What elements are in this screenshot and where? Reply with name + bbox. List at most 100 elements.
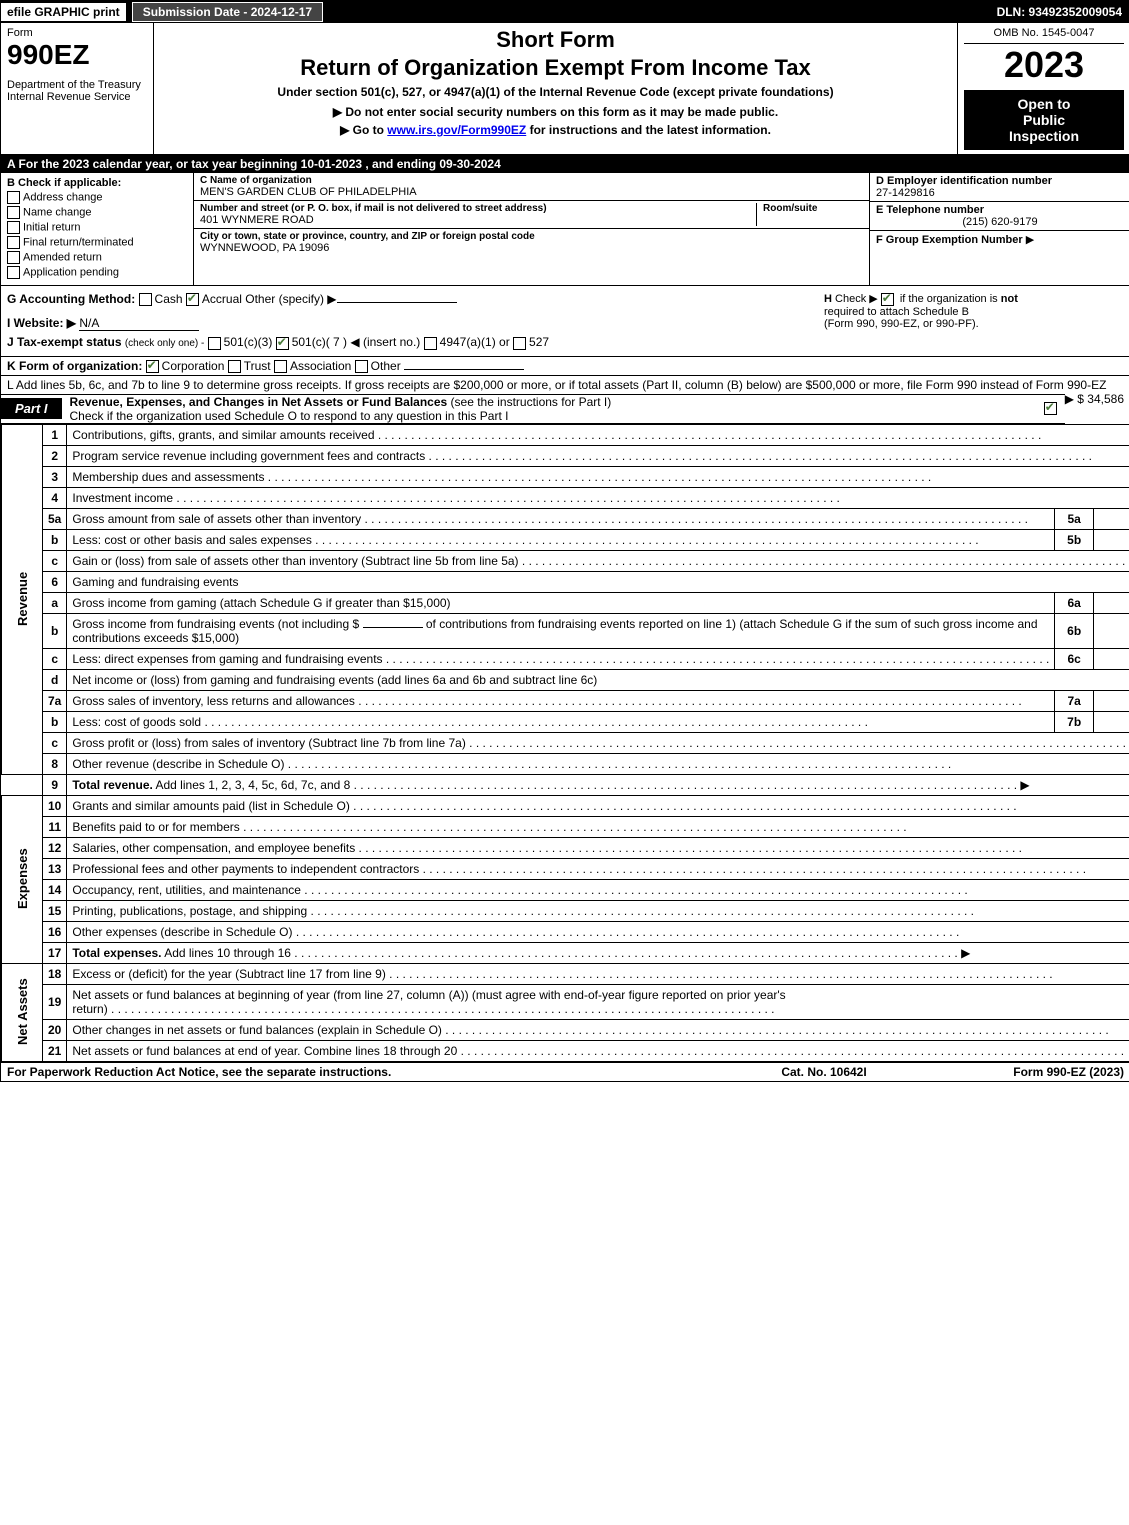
- l20-num: 20: [43, 1019, 67, 1040]
- g-accrual: Accrual: [202, 292, 242, 306]
- l7a-desc: Gross sales of inventory, less returns a…: [72, 694, 1021, 708]
- check-assoc[interactable]: [274, 360, 287, 373]
- check-application-pending[interactable]: [7, 266, 20, 279]
- l7b-subamt: 0: [1093, 711, 1129, 732]
- k-corp: Corporation: [162, 359, 225, 373]
- short-form-title: Short Form: [164, 27, 947, 53]
- c-label: C Name of organization: [200, 175, 863, 186]
- l19-num: 19: [43, 984, 67, 1019]
- k-other-line: [404, 369, 524, 370]
- room-label: Room/suite: [763, 203, 863, 214]
- section-d-e-f: D Employer identification number 27-1429…: [870, 173, 1129, 285]
- l6a-subamt: [1093, 592, 1129, 613]
- k-trust: Trust: [244, 359, 271, 373]
- check-4947[interactable]: [424, 337, 437, 350]
- l5c-desc: Gain or (loss) from sale of assets other…: [72, 554, 1129, 568]
- check-501c3[interactable]: [208, 337, 221, 350]
- form-page: efile GRAPHIC print Submission Date - 20…: [0, 0, 1129, 1082]
- note2-pre: ▶ Go to: [340, 123, 387, 137]
- g-cash: Cash: [155, 292, 183, 306]
- l6b-num: b: [43, 613, 67, 648]
- check-cash[interactable]: [139, 293, 152, 306]
- l18-desc: Excess or (deficit) for the year (Subtra…: [72, 967, 1052, 981]
- open1: Open to: [968, 96, 1120, 112]
- check-h[interactable]: [881, 293, 894, 306]
- check-final-return[interactable]: [7, 236, 20, 249]
- l5c-num: c: [43, 550, 67, 571]
- l5b-desc: Less: cost or other basis and sales expe…: [72, 533, 978, 547]
- check-schedule-o[interactable]: [1044, 402, 1057, 415]
- row-a-tax-year: A For the 2023 calendar year, or tax yea…: [1, 155, 1129, 173]
- l16-num: 16: [43, 921, 67, 942]
- l5a-desc: Gross amount from sale of assets other t…: [72, 512, 1028, 526]
- check-name-change[interactable]: [7, 206, 20, 219]
- check-501c[interactable]: [276, 337, 289, 350]
- open3: Inspection: [968, 128, 1120, 144]
- revenue-table: Revenue 1 Contributions, gifts, grants, …: [1, 424, 1129, 1062]
- l21-num: 21: [43, 1040, 67, 1061]
- irs-link[interactable]: www.irs.gov/Form990EZ: [387, 123, 526, 137]
- l9-num: 9: [43, 774, 67, 795]
- l14-desc: Occupancy, rent, utilities, and maintena…: [72, 883, 967, 897]
- e-label: E Telephone number: [876, 204, 1124, 216]
- g-label: G Accounting Method:: [7, 292, 135, 306]
- section-ghij: G Accounting Method: Cash Accrual Other …: [1, 286, 1129, 357]
- l6c-desc: Less: direct expenses from gaming and fu…: [72, 652, 1049, 666]
- row-k: K Form of organization: Corporation Trus…: [1, 357, 1129, 376]
- l6b-subamt: 0: [1093, 613, 1129, 648]
- street-address: 401 WYNMERE ROAD: [200, 214, 756, 226]
- l4-desc: Investment income: [72, 491, 840, 505]
- l16-desc: Other expenses (describe in Schedule O): [72, 925, 959, 939]
- l17-desc: Total expenses.: [72, 946, 161, 960]
- street-label: Number and street (or P. O. box, if mail…: [200, 203, 756, 214]
- l5b-subamt: 0: [1093, 529, 1129, 550]
- j-4947: 4947(a)(1) or: [440, 335, 510, 349]
- part1-checknote: Check if the organization used Schedule …: [70, 409, 509, 423]
- row-i: I Website: ▶ N/A: [7, 316, 824, 331]
- website-value: N/A: [79, 316, 199, 331]
- l5a-sub: 5a: [1055, 508, 1094, 529]
- note2-post: for instructions and the latest informat…: [526, 123, 771, 137]
- row-l: L Add lines 5b, 6c, and 7b to line 9 to …: [1, 376, 1129, 394]
- l3-desc: Membership dues and assessments: [72, 470, 931, 484]
- l15-desc: Printing, publications, postage, and shi…: [72, 904, 974, 918]
- footer-cat: Cat. No. 10642I: [724, 1065, 924, 1079]
- l3-num: 3: [43, 466, 67, 487]
- l1-desc: Contributions, gifts, grants, and simila…: [72, 428, 1041, 442]
- check-527[interactable]: [513, 337, 526, 350]
- check-corp[interactable]: [146, 360, 159, 373]
- l6a-desc: Gross income from gaming (attach Schedul…: [67, 592, 1055, 613]
- l19-desc: Net assets or fund balances at beginning…: [72, 988, 785, 1016]
- expenses-section-label: Expenses: [2, 795, 43, 963]
- l9-desc2: Add lines 1, 2, 3, 4, 5c, 6d, 7c, and 8: [156, 778, 1018, 792]
- l6-num: 6: [43, 571, 67, 592]
- h-text2: if the organization is: [900, 293, 998, 305]
- check-trust[interactable]: [228, 360, 241, 373]
- k-assoc: Association: [290, 359, 351, 373]
- l8-num: 8: [43, 753, 67, 774]
- check-address-change[interactable]: [7, 191, 20, 204]
- irs-label: Internal Revenue Service: [7, 91, 147, 103]
- top-bar: efile GRAPHIC print Submission Date - 20…: [1, 1, 1129, 23]
- l7b-num: b: [43, 711, 67, 732]
- l6b-sub: 6b: [1055, 613, 1094, 648]
- opt-address-change: Address change: [23, 191, 103, 203]
- j-501c3: 501(c)(3): [224, 335, 273, 349]
- l5a-subamt: [1093, 508, 1129, 529]
- h-text4: (Form 990, 990-EZ, or 990-PF).: [824, 318, 979, 330]
- l8-desc: Other revenue (describe in Schedule O): [72, 757, 951, 771]
- row-g: G Accounting Method: Cash Accrual Other …: [7, 292, 824, 306]
- l7b-desc: Less: cost of goods sold: [72, 715, 868, 729]
- check-initial-return[interactable]: [7, 221, 20, 234]
- f-label: F Group Exemption Number: [876, 234, 1023, 246]
- part1-title-note: (see the instructions for Part I): [451, 395, 612, 409]
- check-amended-return[interactable]: [7, 251, 20, 264]
- form-header: Form 990EZ Department of the Treasury In…: [1, 23, 1129, 155]
- l-amount: 34,586: [1087, 392, 1124, 406]
- check-other[interactable]: [355, 360, 368, 373]
- row-h: H Check ▶ if the organization is not req…: [824, 292, 1124, 350]
- l6b-desc-cell: Gross income from fundraising events (no…: [67, 613, 1055, 648]
- l21-desc: Net assets or fund balances at end of ye…: [72, 1044, 1124, 1058]
- check-accrual[interactable]: [186, 293, 199, 306]
- omb-number: OMB No. 1545-0047: [964, 27, 1124, 44]
